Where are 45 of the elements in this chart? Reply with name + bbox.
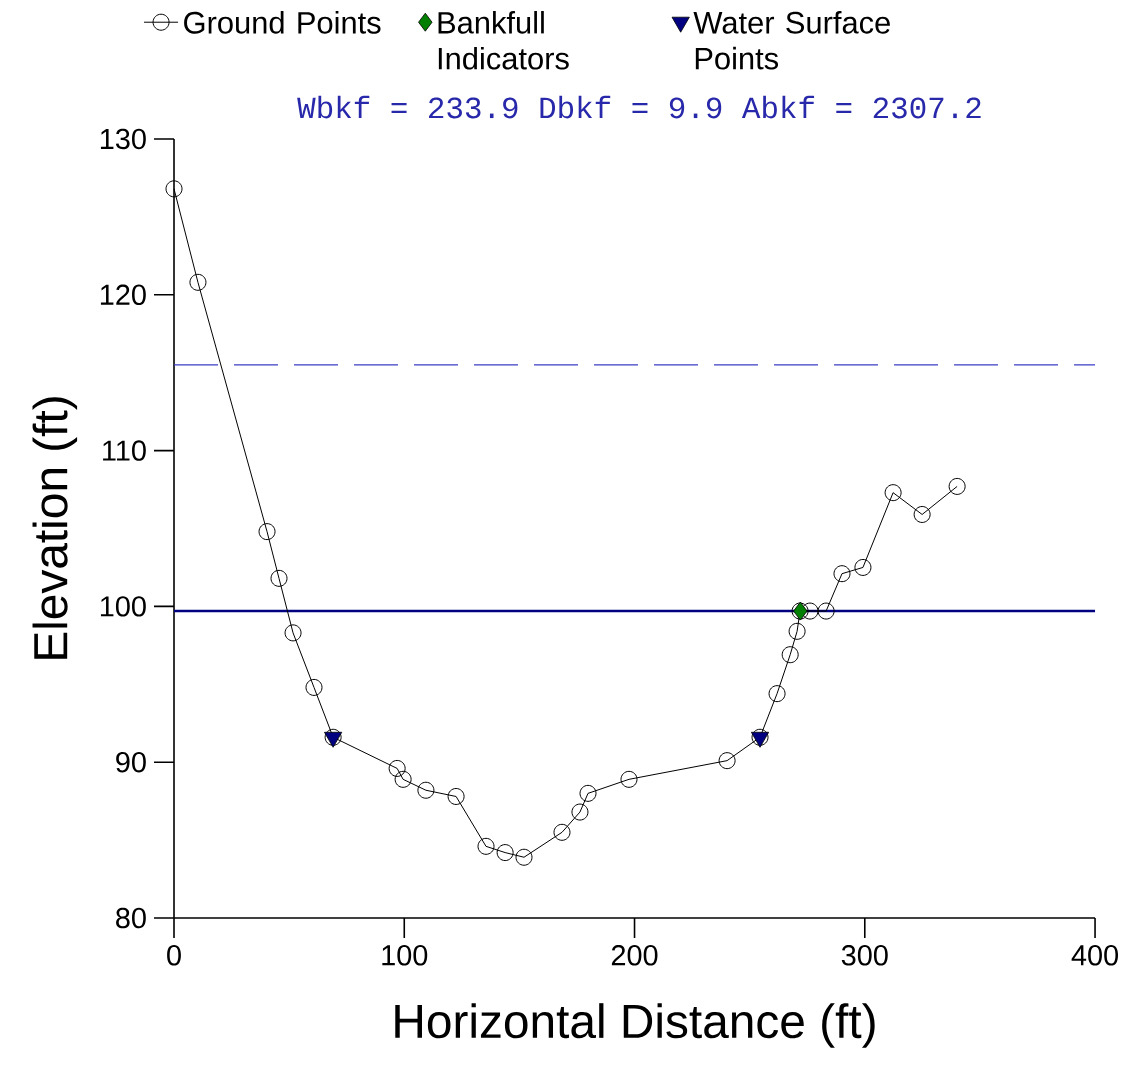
point [948,477,966,495]
point [620,770,638,788]
x-axis-title: Horizontal Distance (ft) [395,1003,875,1048]
y-axis-title: Elevation (ft) [32,397,78,659]
x-tick-label: 100 [382,945,428,966]
y-tick-label: 80 [116,907,146,929]
x-tick-label: 400 [1071,945,1119,966]
point [718,752,736,770]
point [417,781,435,799]
point [913,505,931,523]
point [553,823,571,841]
point [884,484,902,502]
legend-label: Bankfull Indicators [438,11,569,70]
point [165,180,183,198]
point [817,602,835,620]
point [571,803,589,821]
point [781,646,799,664]
y-tick-label: 100 [100,596,146,617]
y-tick-label: 90 [116,751,146,773]
point [394,770,412,788]
y-tick-label: 110 [103,440,146,461]
point [768,685,786,703]
y-tick-label: 120 [100,284,146,306]
text: Wbkf = 233.9 Dbkf = 9.9 Abkf = 2307.2 [297,95,981,119]
point [477,837,495,855]
point [284,624,302,642]
point [189,273,207,291]
point [515,848,533,866]
point [801,602,819,620]
point [854,558,872,576]
legend-label: Water Surface Points [693,11,890,70]
point [258,523,276,541]
point [833,565,851,583]
point [447,787,465,805]
x-tick-label: 200 [611,945,658,966]
point [388,759,406,777]
x-tick-label: 0 [167,945,181,966]
point [305,678,323,696]
point [496,844,514,862]
point [270,569,288,587]
x-tick-label: 300 [841,945,888,966]
point [579,784,597,802]
y-tick-label: 130 [100,128,146,150]
legend-label: Ground Points [184,11,381,34]
point [788,622,806,640]
